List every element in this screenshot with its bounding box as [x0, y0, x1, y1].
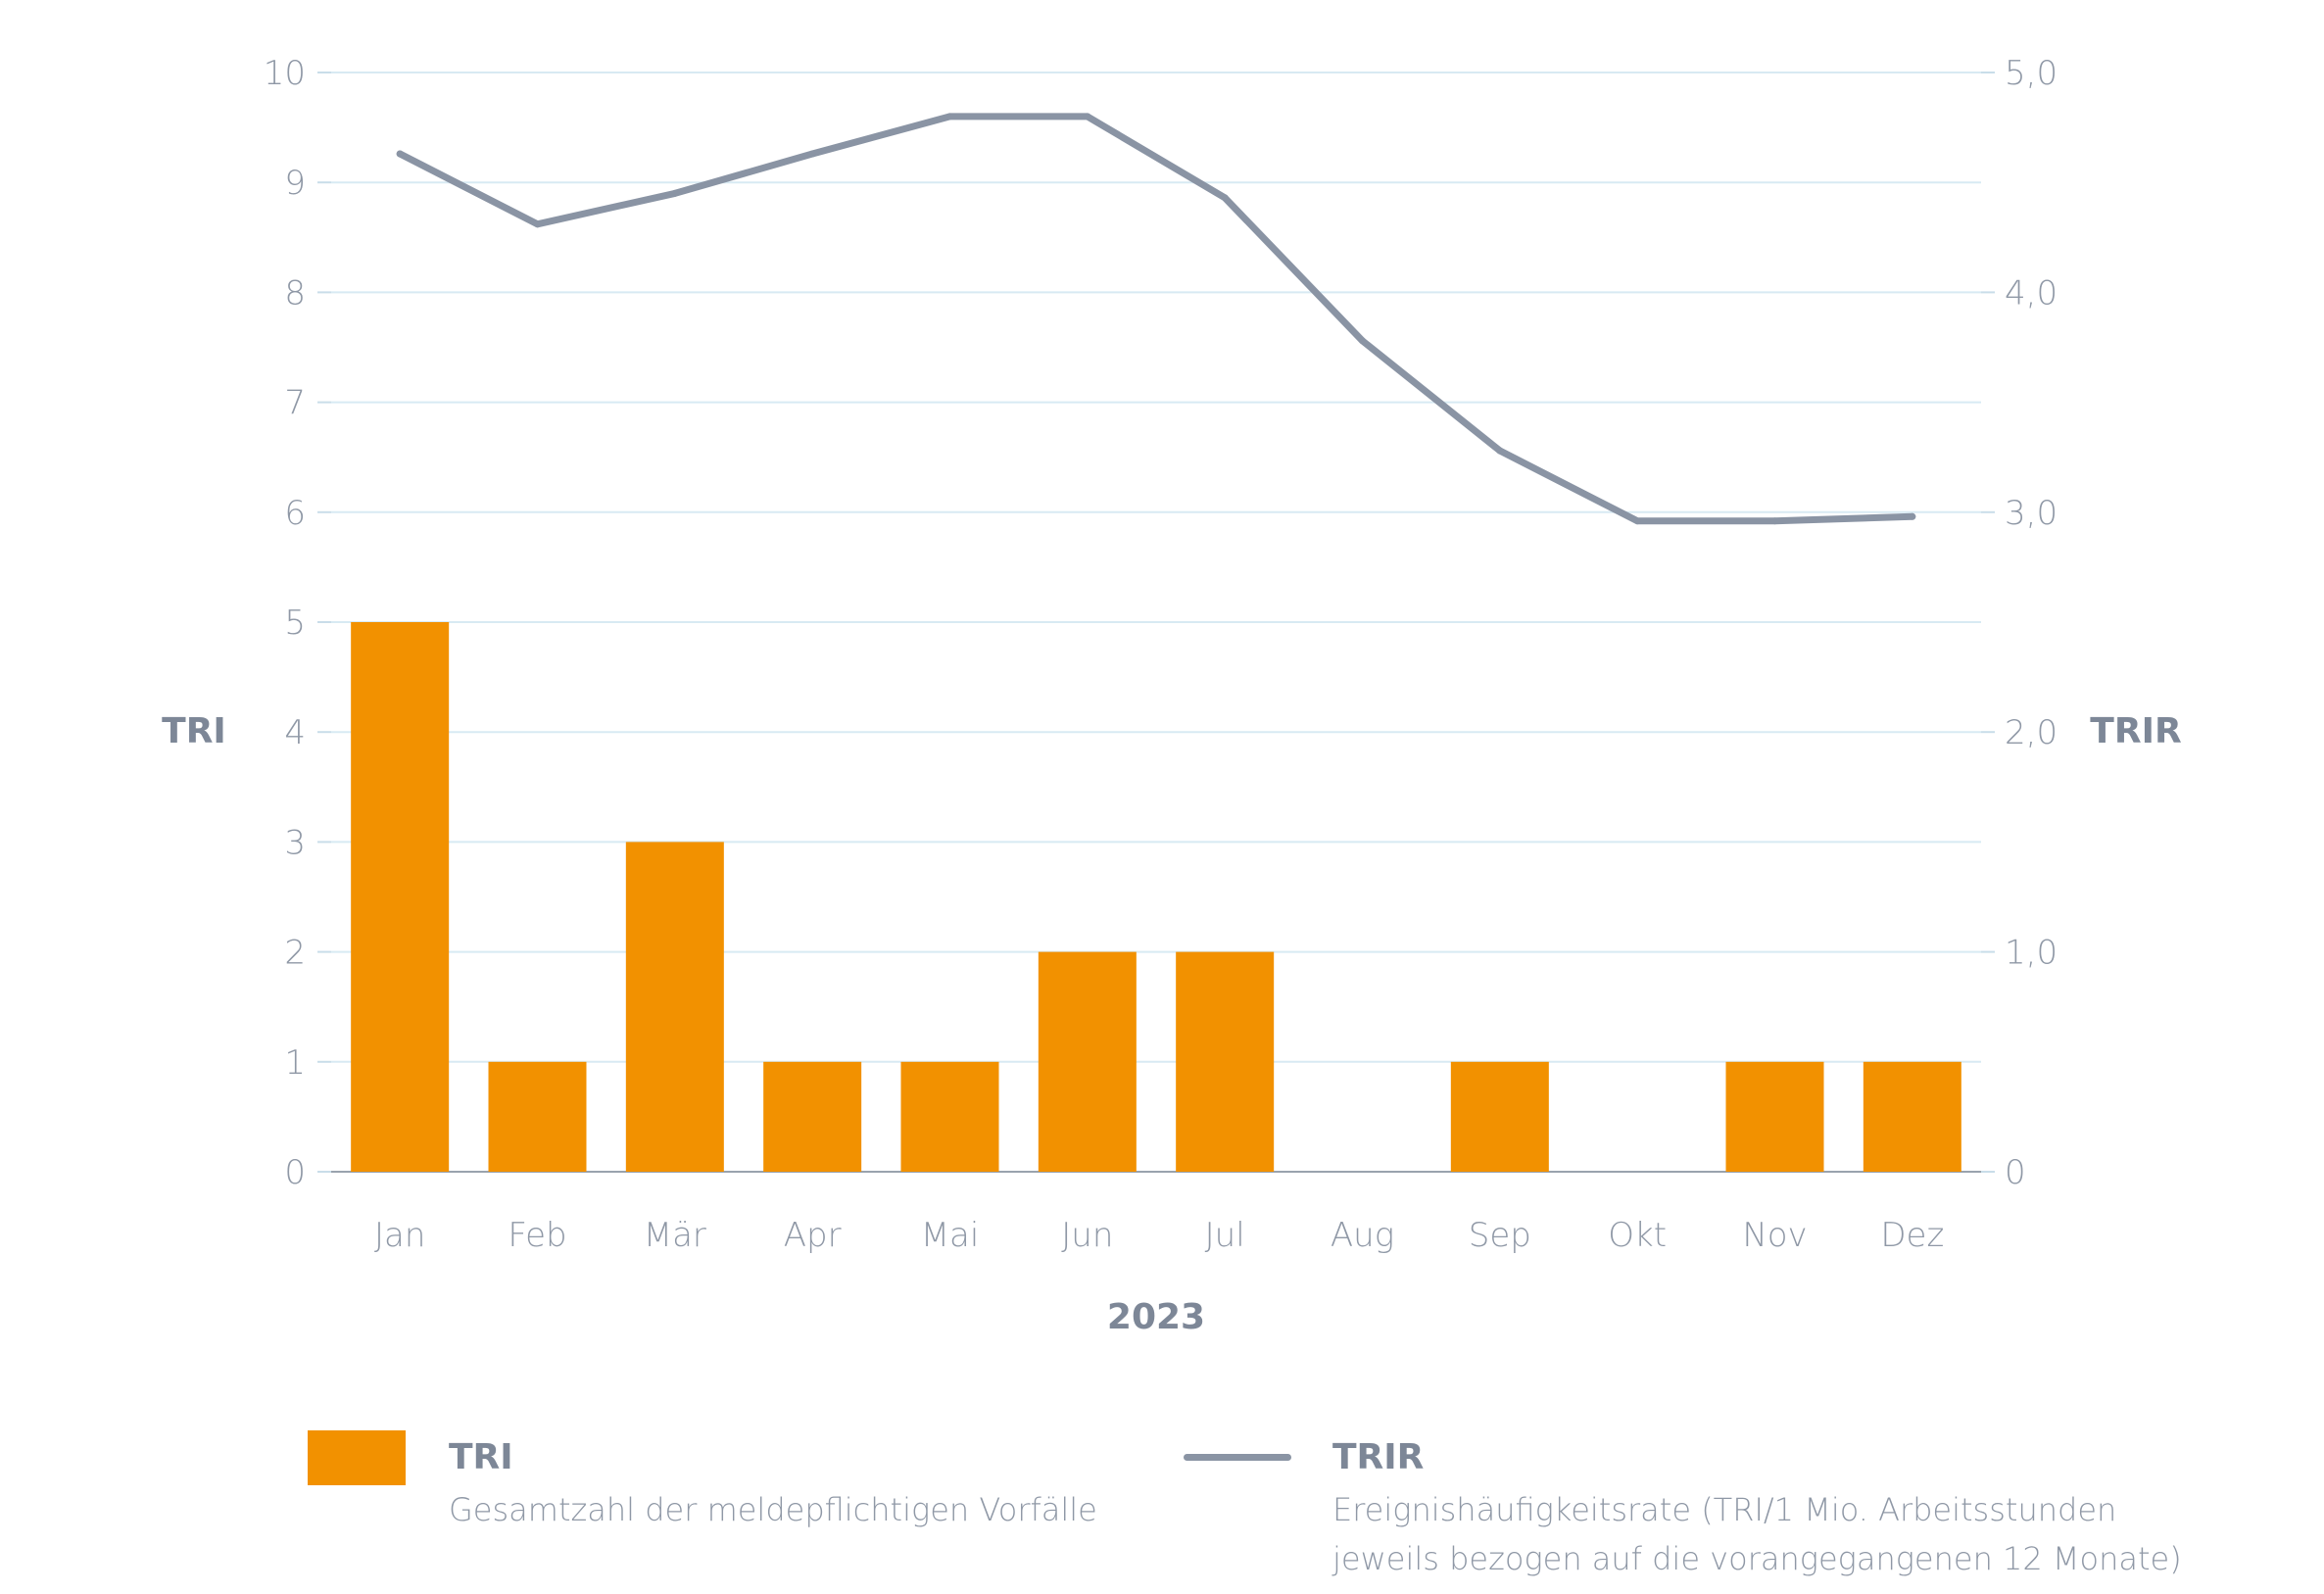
y-left-tick-label: 7	[284, 384, 306, 423]
bar-Jun	[1038, 951, 1137, 1172]
trir-point-Feb	[534, 220, 541, 228]
bar-Dez	[1863, 1061, 1961, 1172]
tri-bars	[351, 622, 1961, 1172]
legend-tri-title: TRI	[449, 1437, 513, 1477]
y-left-tick-label: 9	[284, 164, 306, 203]
x-tick-label: Apr	[784, 1216, 842, 1255]
bar-Mär	[625, 842, 724, 1172]
y-right-tick-label: 2,0	[2005, 713, 2058, 752]
y-right-tick-label: 4,0	[2005, 273, 2058, 313]
y-axis-right-title: TRIR	[2090, 711, 2181, 751]
y-left-tick-label: 6	[284, 494, 306, 533]
trir-point-Apr	[808, 150, 816, 158]
y-right-tick-label: 1,0	[2005, 934, 2058, 973]
bar-Nov	[1725, 1061, 1824, 1172]
y-left-tick-label: 0	[284, 1153, 306, 1192]
x-tick-label: Jan	[374, 1216, 425, 1255]
bar-Jul	[1176, 951, 1275, 1172]
x-tick-label: Jul	[1205, 1216, 1245, 1255]
x-tick-label: Feb	[508, 1216, 566, 1255]
y-right-tick-label: 3,0	[2005, 494, 2058, 533]
y-left-tick-label: 4	[284, 713, 306, 752]
x-tick-label: Jun	[1061, 1216, 1113, 1255]
legend-trir-title: TRIR	[1332, 1437, 1425, 1477]
x-tick-label: Sep	[1469, 1216, 1531, 1255]
legend-trir-swatch	[1184, 1454, 1291, 1461]
x-axis-title: 2023	[1107, 1297, 1205, 1337]
x-tick-label: Mär	[644, 1216, 706, 1255]
trir-point-Aug	[1359, 337, 1366, 345]
y-left-tick-label: 10	[264, 54, 306, 93]
trir-line-layer	[396, 113, 1916, 525]
trir-point-Jun	[1084, 113, 1091, 121]
bar-Sep	[1450, 1061, 1549, 1172]
y-left-tick-label: 2	[284, 934, 306, 973]
trir-point-Mai	[946, 113, 953, 121]
y-right-tick-label: 0	[2005, 1153, 2026, 1192]
legend-tri-swatch	[308, 1430, 406, 1485]
trir-point-Mär	[671, 189, 679, 197]
axis-ticks: 0 1 2 3 4 5 6 7 8 9 10 0 1,0 2,0 3,0 4,0 5,0 Jan Feb Mär Apr…	[264, 54, 2058, 1255]
bar-Mai	[900, 1061, 999, 1172]
x-tick-label: Okt	[1608, 1216, 1667, 1255]
bar-Apr	[763, 1061, 862, 1172]
y-right-tick-label: 5,0	[2005, 54, 2058, 93]
combo-chart: 0 1 2 3 4 5 6 7 8 9 10 0 1,0 2,0 3,0 4,0 5,0 Jan Feb Mär Apr…	[162, 54, 2182, 1337]
x-tick-label: Nov	[1742, 1216, 1807, 1255]
legend-tri-desc: Gesamtzahl der meldepflichtigen Vorfälle	[449, 1491, 1097, 1528]
trir-point-Jan	[396, 150, 404, 158]
y-left-tick-label: 3	[284, 823, 306, 862]
gridlines	[331, 72, 1981, 1173]
y-left-tick-label: 8	[284, 273, 306, 313]
y-axis-left-title: TRI	[162, 711, 226, 751]
y-left-tick-label: 1	[284, 1043, 306, 1083]
trir-line	[396, 113, 1916, 525]
trir-point-Dez	[1909, 512, 1916, 520]
trir-point-Nov	[1771, 517, 1778, 525]
trir-point-Okt	[1633, 517, 1641, 525]
x-tick-label: Dez	[1880, 1216, 1944, 1255]
legend-trir-desc-line1: Ereignishäufigkeitsrate (TRI/1 Mio. Arbe…	[1332, 1491, 2117, 1528]
x-tick-label: Mai	[921, 1216, 980, 1255]
trir-point-Sep	[1496, 447, 1504, 455]
bar-Jan	[351, 622, 450, 1172]
legend-trir-desc-line2: jeweils bezogen auf die vorangegangenen …	[1332, 1540, 2182, 1577]
bar-Feb	[488, 1061, 587, 1172]
x-tick-label: Aug	[1331, 1216, 1394, 1255]
trir-point-Jul	[1221, 194, 1229, 202]
y-left-tick-label: 5	[284, 604, 306, 643]
